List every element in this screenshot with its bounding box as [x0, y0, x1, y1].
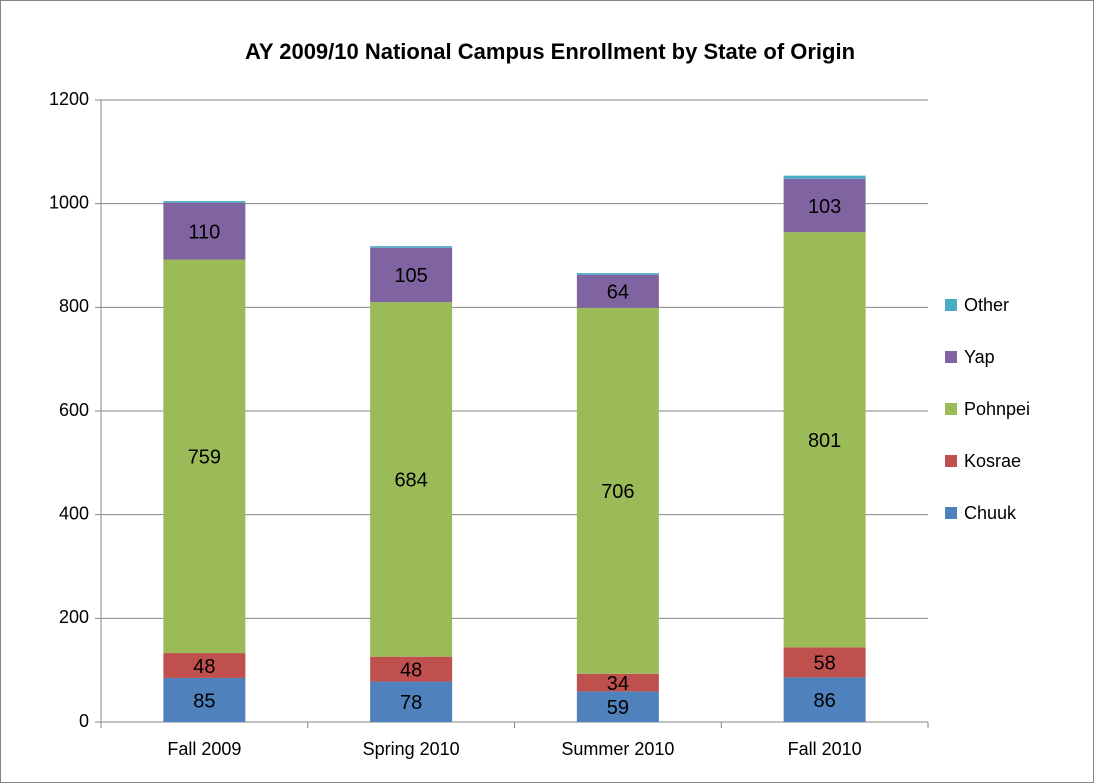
- legend-swatch: [945, 507, 957, 519]
- bar-segment: [576, 673, 659, 692]
- bar-segment: [783, 178, 866, 233]
- bar-segment: [163, 259, 246, 654]
- data-label: 801: [808, 430, 841, 452]
- x-tick-label: Fall 2010: [788, 739, 862, 759]
- bar-segment: [783, 647, 866, 678]
- data-label: 103: [808, 196, 841, 218]
- bar-segment: [783, 232, 866, 648]
- legend-swatch: [945, 403, 957, 415]
- y-tick-label: 200: [59, 607, 89, 627]
- data-label: 48: [400, 659, 422, 681]
- data-label: 86: [814, 690, 836, 712]
- y-tick-label: 600: [59, 400, 89, 420]
- bar-segment: [163, 202, 246, 260]
- bar-segment: [783, 175, 866, 179]
- x-tick-label: Fall 2009: [167, 739, 241, 759]
- bar-segment: [163, 201, 246, 203]
- data-label: 78: [400, 692, 422, 714]
- y-tick-label: 1000: [49, 192, 89, 212]
- legend-label: Yap: [964, 347, 995, 367]
- bar-segment: [370, 246, 453, 248]
- data-label: 34: [607, 673, 629, 695]
- bar-segment: [163, 653, 246, 678]
- x-tick-label: Summer 2010: [561, 739, 674, 759]
- bar-segment: [783, 677, 866, 722]
- data-label: 684: [394, 470, 427, 492]
- bar-segment: [370, 302, 453, 657]
- y-tick-label: 1200: [49, 89, 89, 109]
- bar-segment: [370, 247, 453, 303]
- bar-segment: [576, 307, 659, 674]
- data-label: 58: [814, 653, 836, 675]
- bar-segment: [370, 656, 453, 682]
- bar-segment: [576, 691, 659, 722]
- data-label: 105: [394, 265, 427, 287]
- legend-label: Other: [964, 295, 1009, 315]
- legend-swatch: [945, 455, 957, 467]
- bar-segment: [370, 681, 453, 722]
- y-tick-label: 0: [79, 711, 89, 731]
- x-tick-label: Spring 2010: [363, 739, 460, 759]
- y-tick-label: 800: [59, 296, 89, 316]
- legend-label: Chuuk: [964, 503, 1017, 523]
- data-label: 759: [188, 447, 221, 469]
- legend-swatch: [945, 351, 957, 363]
- data-label: 48: [193, 656, 215, 678]
- legend-label: Pohnpei: [964, 399, 1030, 419]
- bar-segment: [576, 273, 659, 275]
- data-label: 706: [601, 481, 634, 503]
- data-label: 59: [607, 697, 629, 719]
- data-label: 110: [188, 221, 220, 243]
- bar-segment: [163, 677, 246, 722]
- y-tick-label: 400: [59, 503, 89, 523]
- legend-swatch: [945, 299, 957, 311]
- chart-title: AY 2009/10 National Campus Enrollment by…: [245, 39, 855, 64]
- legend-label: Kosrae: [964, 451, 1021, 471]
- data-label: 64: [607, 282, 629, 304]
- data-label: 85: [193, 690, 215, 712]
- bar-segment: [576, 274, 659, 308]
